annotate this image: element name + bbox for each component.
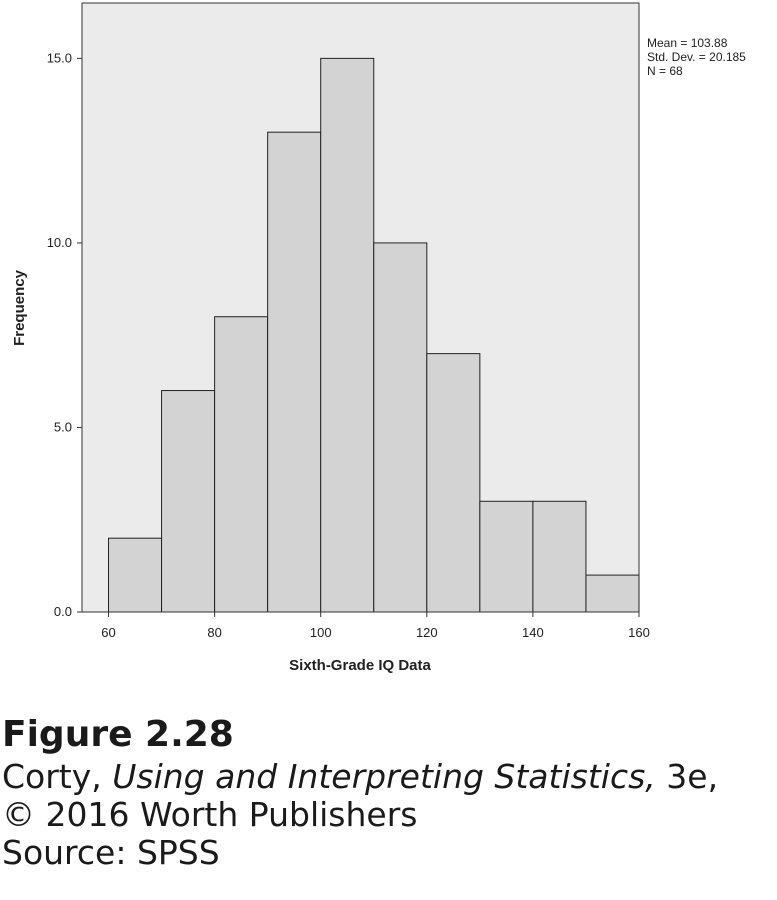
histogram-bar-60-70	[108, 537, 163, 613]
histogram-chart: 0.0 5.0 10.0 15.0 60 80 100 120 140 160 Sixth-Gr…	[11, 2, 650, 674]
y-tick-label: 10.0	[47, 235, 72, 250]
y-tick-label: 0.0	[54, 604, 72, 619]
figure-title: Figure 2.28	[2, 714, 234, 755]
x-axis-label: Sixth-Grade IQ Data	[289, 657, 431, 674]
summary-statistics: Mean = 103.88 Std. Dev. = 20.185 N = 68	[647, 36, 746, 78]
source-line: Source: SPSS	[2, 833, 220, 872]
histogram-bar-130-140	[479, 500, 534, 613]
histogram-bar-100-110	[320, 57, 375, 613]
histogram-bar-80-90	[214, 316, 269, 613]
x-tick-label: 60	[101, 625, 115, 640]
y-tick-label: 15.0	[47, 50, 72, 65]
stat-mean: Mean = 103.88	[647, 36, 728, 50]
citation-author: Corty,	[2, 757, 113, 796]
histogram-bar-120-130	[426, 353, 481, 613]
histogram-bar-140-150	[532, 500, 587, 613]
citation-line: Corty, Using and Interpreting Statistics…	[2, 758, 718, 796]
x-tick-label: 120	[416, 625, 438, 640]
x-tick-label: 160	[628, 625, 650, 640]
x-tick-label: 80	[207, 625, 221, 640]
x-tick-label: 140	[522, 625, 544, 640]
y-tick-label: 5.0	[54, 419, 72, 434]
histogram-bar-70-80	[161, 390, 216, 613]
x-tick-label: 100	[310, 625, 332, 640]
stat-n: N = 68	[647, 64, 683, 78]
copyright-line: © 2016 Worth Publishers	[2, 795, 418, 834]
citation-edition: 3e,	[655, 757, 719, 796]
y-axis-label: Frequency	[11, 269, 28, 346]
histogram-bar-150-160	[585, 574, 640, 613]
figure-caption: Figure 2.28 Corty, Using and Interpretin…	[2, 712, 718, 872]
histogram-bar-110-120	[373, 242, 428, 613]
stat-std-dev: Std. Dev. = 20.185	[647, 50, 746, 64]
histogram-bar-90-100	[267, 131, 322, 613]
citation-book-title: Using and Interpreting Statistics,	[112, 757, 656, 796]
